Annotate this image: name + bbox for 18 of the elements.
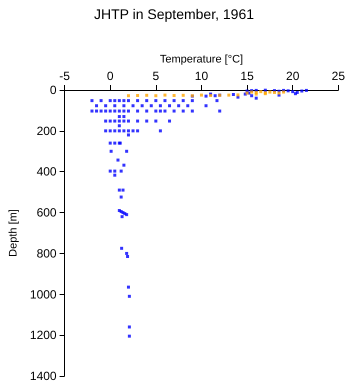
y-tick-label: 400 bbox=[36, 164, 57, 179]
y-tick-label: 1400 bbox=[30, 369, 57, 383]
x-axis-title: Temperature [°C] bbox=[160, 54, 244, 66]
y-tick-label: 1200 bbox=[30, 328, 57, 342]
x-tick-label: 20 bbox=[286, 69, 300, 83]
y-tick-label: 600 bbox=[36, 206, 57, 220]
x-tick-label: 10 bbox=[194, 69, 208, 83]
y-tick-label: 200 bbox=[36, 124, 57, 138]
x-tick-label: 0 bbox=[106, 69, 114, 83]
chart-title: JHTP in September, 1961 bbox=[94, 6, 254, 22]
x-tick-label: -5 bbox=[59, 69, 70, 83]
x-tick-label: 5 bbox=[152, 69, 160, 83]
x-tick-label: 15 bbox=[240, 69, 254, 83]
x-tick-label: 25 bbox=[332, 69, 346, 83]
y-tick-label: 800 bbox=[36, 246, 57, 260]
y-axis-title: Depth [m] bbox=[8, 209, 20, 257]
y-tick-label: 0 bbox=[50, 83, 57, 97]
y-tick-label: 1000 bbox=[30, 287, 57, 302]
